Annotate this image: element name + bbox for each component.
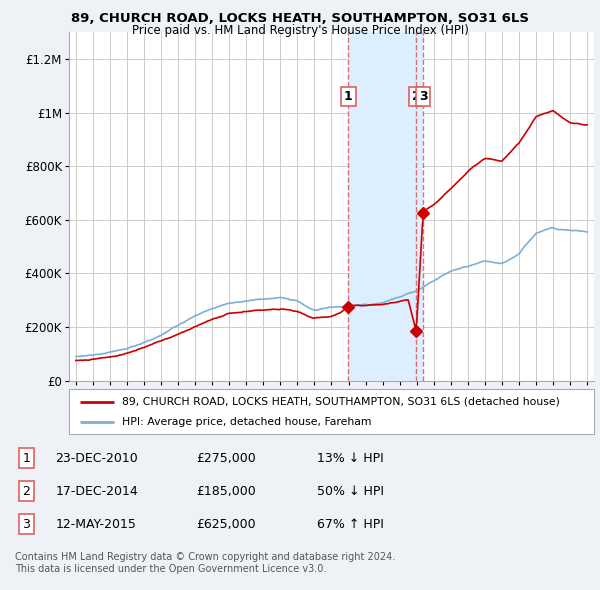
Bar — [348, 32, 423, 381]
Text: 13% ↓ HPI: 13% ↓ HPI — [317, 451, 384, 465]
Text: £185,000: £185,000 — [196, 484, 256, 498]
Text: 1: 1 — [344, 90, 352, 103]
Text: 89, CHURCH ROAD, LOCKS HEATH, SOUTHAMPTON, SO31 6LS (detached house): 89, CHURCH ROAD, LOCKS HEATH, SOUTHAMPTO… — [121, 397, 559, 407]
Text: HPI: Average price, detached house, Fareham: HPI: Average price, detached house, Fare… — [121, 417, 371, 427]
Text: 1: 1 — [22, 451, 31, 465]
Text: Contains HM Land Registry data © Crown copyright and database right 2024.: Contains HM Land Registry data © Crown c… — [15, 552, 395, 562]
Text: 2: 2 — [22, 484, 31, 498]
Text: 23-DEC-2010: 23-DEC-2010 — [55, 451, 138, 465]
Text: 67% ↑ HPI: 67% ↑ HPI — [317, 517, 384, 531]
Text: Price paid vs. HM Land Registry's House Price Index (HPI): Price paid vs. HM Land Registry's House … — [131, 24, 469, 37]
Text: 17-DEC-2014: 17-DEC-2014 — [55, 484, 138, 498]
Text: 89, CHURCH ROAD, LOCKS HEATH, SOUTHAMPTON, SO31 6LS: 89, CHURCH ROAD, LOCKS HEATH, SOUTHAMPTO… — [71, 12, 529, 25]
Text: 3: 3 — [22, 517, 31, 531]
Text: £625,000: £625,000 — [196, 517, 256, 531]
Text: This data is licensed under the Open Government Licence v3.0.: This data is licensed under the Open Gov… — [15, 564, 326, 574]
Text: 50% ↓ HPI: 50% ↓ HPI — [317, 484, 384, 498]
Text: 12-MAY-2015: 12-MAY-2015 — [55, 517, 136, 531]
Text: 3: 3 — [419, 90, 427, 103]
Text: £275,000: £275,000 — [196, 451, 256, 465]
Text: 2: 2 — [412, 90, 421, 103]
